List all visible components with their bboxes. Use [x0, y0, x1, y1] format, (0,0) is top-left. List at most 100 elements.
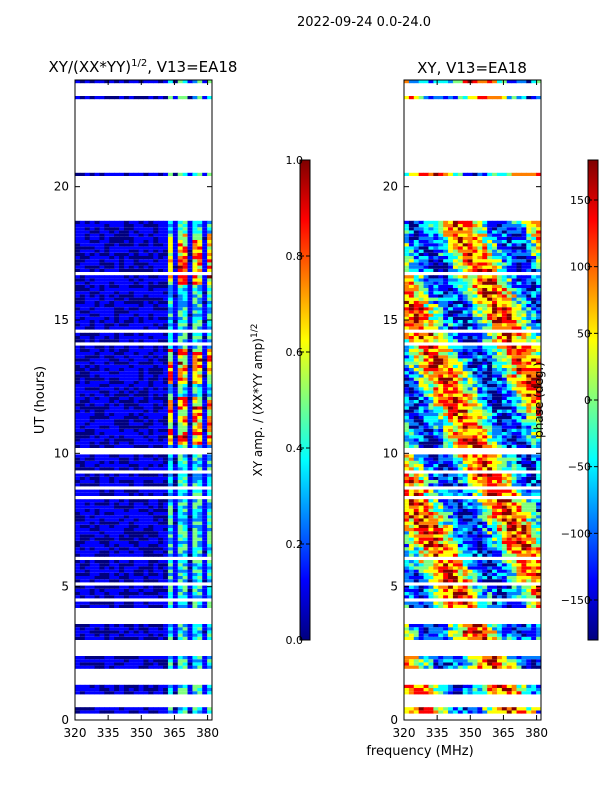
- amp-cell: [94, 560, 100, 564]
- amp-cell: [79, 316, 86, 320]
- phase-cell: [516, 492, 522, 496]
- amp-cell: [187, 230, 193, 234]
- amp-cell: [148, 492, 154, 496]
- phase-cell: [408, 512, 415, 516]
- amp-cell: [167, 633, 174, 637]
- amp-cell: [119, 300, 125, 304]
- amp-cell: [123, 592, 130, 596]
- phase-cell: [506, 659, 513, 663]
- amp-cell: [192, 499, 198, 503]
- amp-cell: [163, 627, 169, 631]
- amp-cell: [177, 576, 184, 580]
- phase-cell: [492, 534, 498, 538]
- amp-cell: [94, 432, 100, 436]
- phase-cell: [438, 710, 444, 714]
- amp-cell: [163, 364, 169, 368]
- amp-cell: [138, 524, 144, 528]
- amp-cell: [133, 560, 140, 564]
- amp-cell: [187, 492, 193, 496]
- amp-cell: [123, 544, 130, 548]
- amp-cell: [187, 265, 193, 269]
- phase-cell: [452, 566, 459, 570]
- phase-cell: [452, 492, 459, 496]
- amp-cell: [202, 444, 208, 448]
- amp-cell: [109, 633, 115, 637]
- amp-cell: [128, 310, 135, 314]
- amp-cell: [182, 262, 188, 266]
- amp-cell: [89, 326, 95, 330]
- amp-cell: [163, 294, 169, 298]
- amp-cell: [109, 444, 115, 448]
- amp-cell: [182, 492, 188, 496]
- phase-cell: [516, 518, 522, 522]
- amp-cell: [104, 268, 110, 272]
- amp-cell: [167, 457, 174, 461]
- amp-cell: [187, 278, 193, 282]
- phase-cell: [462, 553, 469, 557]
- phase-cell: [413, 576, 420, 580]
- amp-cell: [128, 579, 135, 583]
- amp-cell: [109, 499, 115, 503]
- amp-cell: [153, 627, 159, 631]
- amp-cell: [172, 662, 179, 666]
- amp-cell: [75, 592, 81, 596]
- amp-cell: [163, 380, 169, 384]
- amp-cell: [177, 544, 184, 548]
- amp-cell: [202, 304, 208, 308]
- amp-cell: [75, 438, 81, 442]
- phase-cell: [516, 563, 522, 567]
- amp-cell: [158, 476, 164, 480]
- phase-cell: [506, 492, 513, 496]
- amp-cell: [177, 531, 184, 535]
- amp-cell: [109, 313, 115, 317]
- amp-cell: [172, 528, 179, 532]
- amp-cell: [75, 585, 81, 589]
- amp-cell: [109, 345, 115, 349]
- amp-cell: [94, 380, 100, 384]
- amp-cell: [163, 576, 169, 580]
- amp-cell: [172, 688, 179, 692]
- phase-cell: [511, 707, 517, 711]
- amp-cell: [79, 454, 86, 458]
- amp-cell: [167, 534, 174, 538]
- amp-cell: [202, 345, 208, 349]
- phase-cell: [496, 595, 503, 599]
- amp-cell: [133, 489, 140, 493]
- phase-cell: [482, 528, 488, 532]
- amp-cell: [182, 224, 188, 228]
- amp-cell: [167, 508, 174, 512]
- amp-cell: [207, 96, 213, 100]
- phase-cell: [452, 576, 459, 580]
- amp-cell: [148, 550, 154, 554]
- amp-cell: [114, 236, 120, 240]
- amp-cell: [128, 96, 135, 100]
- amp-cell: [158, 297, 164, 301]
- amp-cell: [128, 419, 135, 423]
- amp-cell: [202, 422, 208, 426]
- amp-cell: [207, 332, 213, 336]
- amp-cell: [109, 576, 115, 580]
- amp-cell: [133, 633, 140, 637]
- amp-cell: [109, 489, 115, 493]
- amp-cell: [163, 304, 169, 308]
- amp-cell: [128, 566, 135, 570]
- phase-cell: [404, 492, 410, 496]
- amp-cell: [94, 224, 100, 228]
- amp-cell: [143, 281, 149, 285]
- amp-cell: [202, 358, 208, 362]
- amp-cell: [163, 284, 169, 288]
- amp-cell: [167, 348, 174, 352]
- phase-cell: [428, 662, 434, 666]
- amp-cell: [138, 262, 144, 266]
- amp-cell: [94, 691, 100, 695]
- amp-cell: [143, 656, 149, 660]
- amp-cell: [119, 566, 125, 570]
- amp-cell: [84, 230, 91, 234]
- amp-cell: [138, 233, 144, 237]
- amp-cell: [153, 454, 159, 458]
- amp-cell: [119, 345, 125, 349]
- amp-cell: [197, 566, 203, 570]
- phase-cell: [467, 540, 473, 544]
- amp-cell: [79, 396, 86, 400]
- phase-cell: [536, 630, 542, 634]
